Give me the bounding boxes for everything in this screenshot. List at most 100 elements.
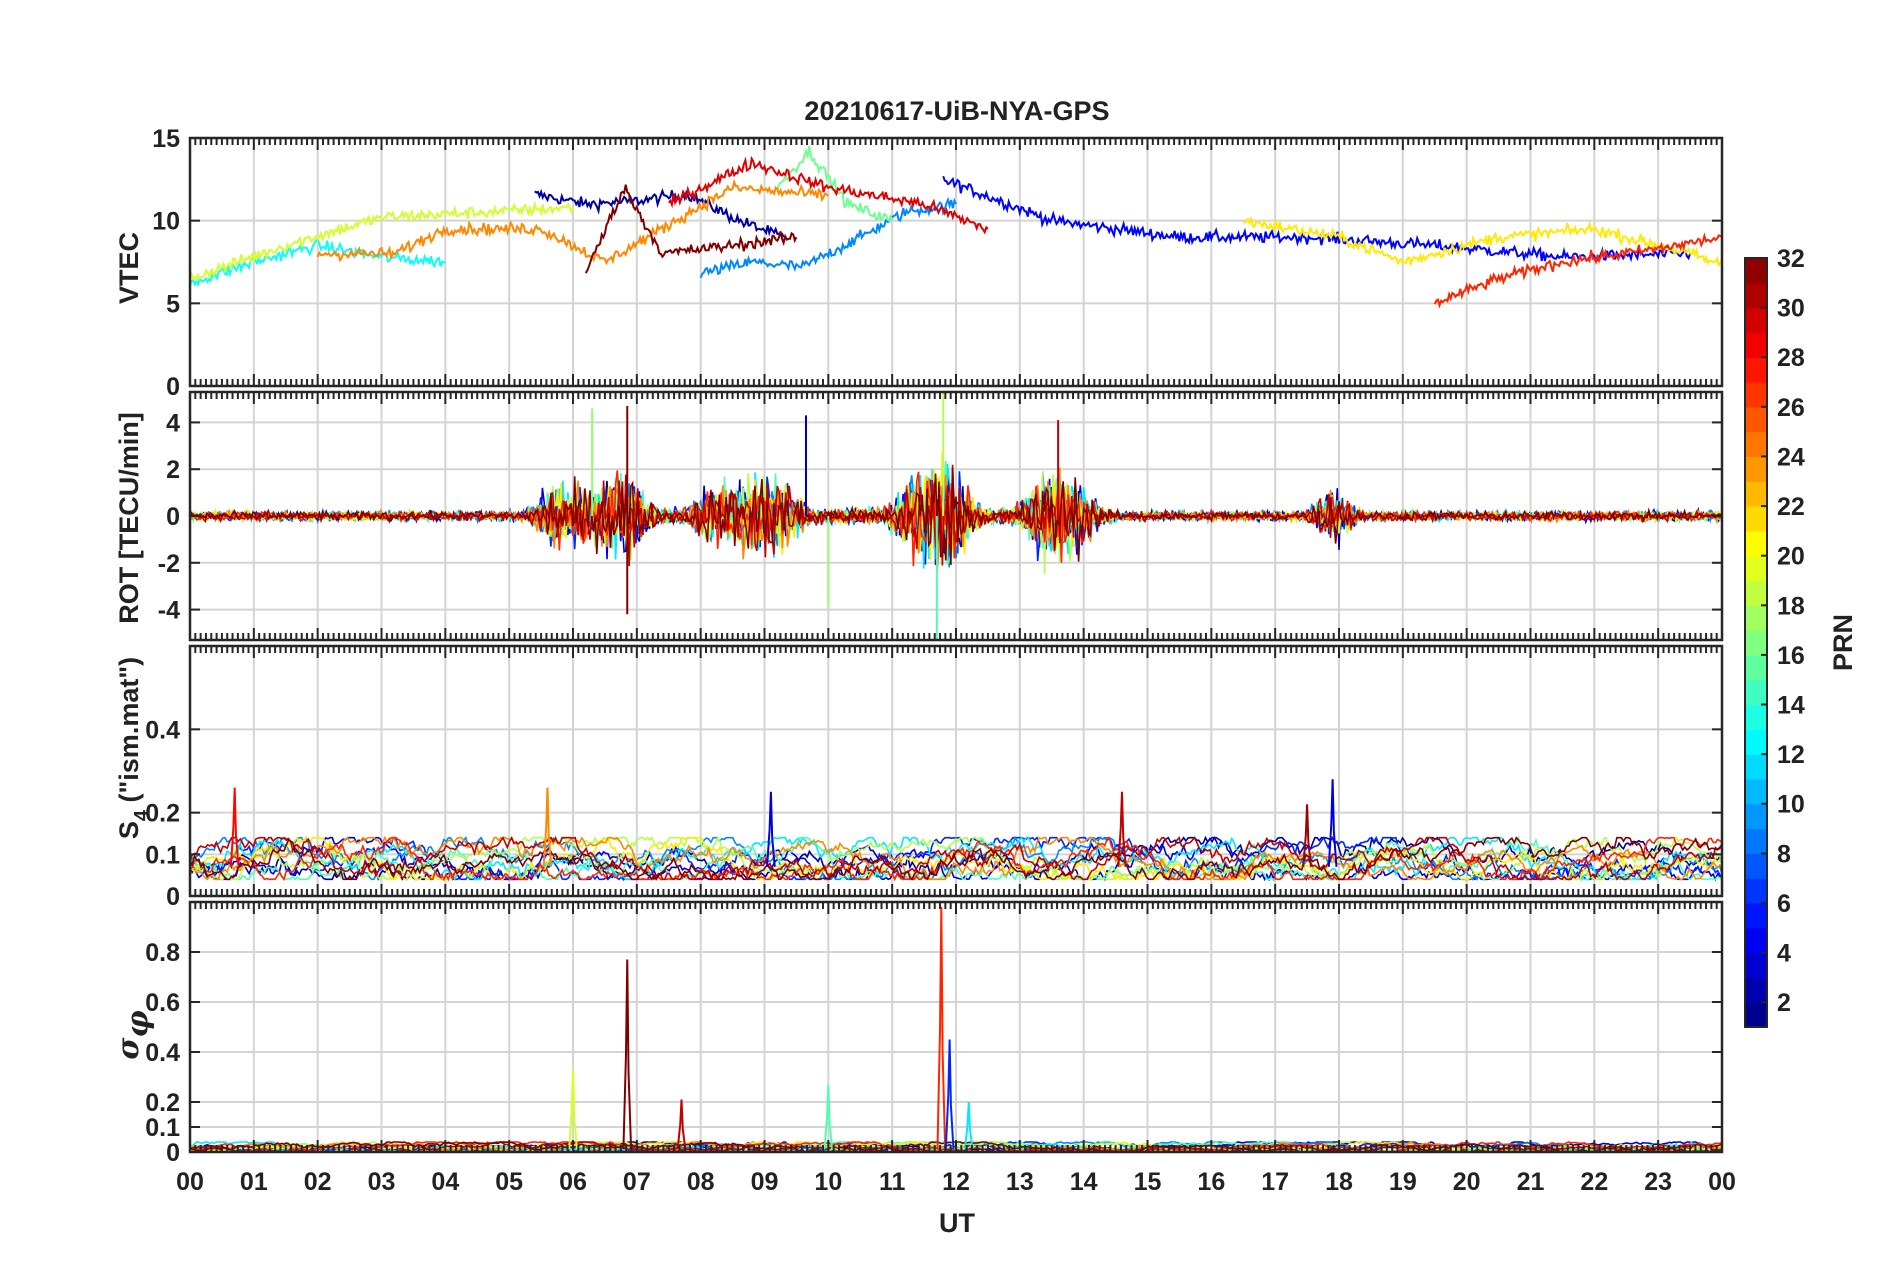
x-tick-label: 09	[751, 1168, 779, 1196]
x-tick-label: 20	[1453, 1168, 1481, 1196]
colorbar-segment	[1745, 654, 1767, 681]
x-tick-label: 23	[1644, 1168, 1672, 1196]
colorbar-tick-label: 14	[1777, 692, 1805, 720]
colorbar-segment	[1745, 778, 1767, 805]
rot-series	[190, 467, 1722, 566]
colorbar-segment	[1745, 580, 1767, 606]
x-tick-labels: 00 01 02 03 04 05 06 07 08 09 10 11 12 13 14 15 16 17 18 19…	[176, 1168, 1736, 1196]
colorbar-segment	[1745, 456, 1767, 482]
colorbar-tick-label: 32	[1777, 245, 1805, 273]
y-tick-label: 0.8	[145, 939, 180, 967]
colorbar-tick-label: 6	[1777, 890, 1791, 918]
x-tick-label: 02	[304, 1168, 332, 1196]
grid-sigma_phi	[190, 902, 1722, 1152]
colorbar-segment	[1745, 332, 1767, 358]
sigma_phi-peak	[944, 1039, 955, 1150]
y-tick-label: 0.2	[145, 1089, 180, 1117]
rot-series	[190, 464, 1722, 567]
grid-vtec	[190, 137, 1722, 386]
data-rot	[190, 392, 1722, 640]
sigma_phi-peak	[676, 1099, 687, 1150]
y-tick-label: 0	[166, 503, 180, 531]
x-tick-label: 15	[1134, 1168, 1162, 1196]
s4-peak	[766, 791, 776, 867]
vtec-series	[942, 175, 1692, 264]
colorbar-tick-label: 18	[1777, 592, 1805, 620]
x-tick-label: 13	[1006, 1168, 1034, 1196]
colorbar-segment	[1745, 754, 1767, 780]
colorbar-segment	[1745, 704, 1767, 730]
s4-peak	[1327, 779, 1338, 867]
colorbar-segment	[1745, 431, 1767, 458]
colorbar-frame	[1744, 257, 1768, 1028]
colorbar-segment	[1745, 853, 1767, 879]
colorbar-label: PRN	[1828, 614, 1858, 671]
colorbar-segment	[1745, 258, 1767, 284]
x-tick-label: 07	[623, 1168, 651, 1196]
y-tick-label: -4	[158, 597, 180, 625]
colorbar-tick-label: 16	[1777, 642, 1805, 670]
ticks-vtec: 0 5 10 15	[152, 125, 1723, 401]
colorbar-tick-label: 4	[1777, 940, 1791, 968]
colorbar-segment	[1745, 282, 1767, 309]
x-tick-label: 01	[240, 1168, 268, 1196]
y-tick-label: 5	[166, 290, 180, 318]
vtec-series	[584, 184, 798, 274]
colorbar-segment	[1745, 357, 1767, 383]
colorbar-segment	[1745, 530, 1767, 557]
vtec-series	[190, 200, 574, 282]
s4-peak	[1302, 804, 1312, 867]
y-tick-label: 4	[166, 409, 180, 437]
colorbar-segment	[1745, 927, 1767, 954]
panel-rot: -4 -2 0 2 4 ROT [TECU/min]	[114, 390, 1724, 642]
s4-series	[190, 836, 1722, 882]
colorbar-segment	[1745, 506, 1767, 532]
ticks-s4: 0 0.1 0.2 0.4	[145, 646, 1723, 911]
x-tick-label: 16	[1197, 1168, 1225, 1196]
ticks-sigma_phi: 00.10.2 0.4 0.6 0.8	[145, 902, 1723, 1167]
colorbar-segment	[1745, 481, 1767, 507]
colorbar-segment	[1745, 952, 1767, 978]
x-tick-label: 08	[687, 1168, 715, 1196]
x-tick-label: 11	[879, 1168, 906, 1196]
colorbar-tick-label: 28	[1777, 344, 1805, 372]
x-tick-label: 21	[1517, 1168, 1545, 1196]
y-tick-label: 0.4	[145, 1039, 180, 1067]
colorbar-tick-label: 8	[1777, 840, 1791, 868]
colorbar-tick-label: 30	[1777, 295, 1805, 323]
colorbar-segment	[1745, 902, 1767, 929]
vtec-series	[1433, 232, 1722, 309]
panel-sigma_phi: 00.10.2 0.4 0.6 0.8 σφ	[111, 900, 1724, 1167]
y-axis-label-s4: S4 ("ism.mat")	[114, 657, 153, 839]
colorbar-segment	[1745, 977, 1767, 1003]
vtec-series	[1242, 216, 1722, 268]
x-tick-label: 22	[1580, 1168, 1608, 1196]
colorbar-segment	[1745, 630, 1767, 656]
colorbar-segment	[1745, 307, 1767, 334]
x-tick-label: 04	[431, 1168, 459, 1196]
vtec-series	[668, 155, 989, 235]
y-axis-label-rot: ROT [TECU/min]	[114, 412, 144, 623]
x-tick-label: 12	[942, 1168, 970, 1196]
panel-s4: 0 0.1 0.2 0.4S4 ("ism.mat")	[114, 644, 1724, 911]
vtec-series	[316, 178, 830, 266]
x-tick-label: 19	[1389, 1168, 1417, 1196]
sigma_phi-peak	[622, 959, 633, 1150]
colorbar-segment	[1745, 679, 1767, 706]
vtec-series	[534, 188, 785, 238]
data-s4	[190, 779, 1722, 882]
sigma_phi-peak	[936, 906, 947, 1150]
colorbar-segment	[1745, 828, 1767, 854]
y-tick-label: 10	[152, 208, 180, 236]
x-tick-label: 03	[368, 1168, 396, 1196]
x-tick-label: 18	[1325, 1168, 1353, 1196]
s4-series	[190, 836, 1722, 881]
y-tick-label: -2	[158, 550, 180, 578]
y-tick-label: 0.6	[145, 989, 180, 1017]
colorbar-tick-label: 24	[1777, 443, 1805, 471]
y-tick-label: 0.2	[145, 800, 180, 828]
x-tick-label: 00	[176, 1168, 204, 1196]
